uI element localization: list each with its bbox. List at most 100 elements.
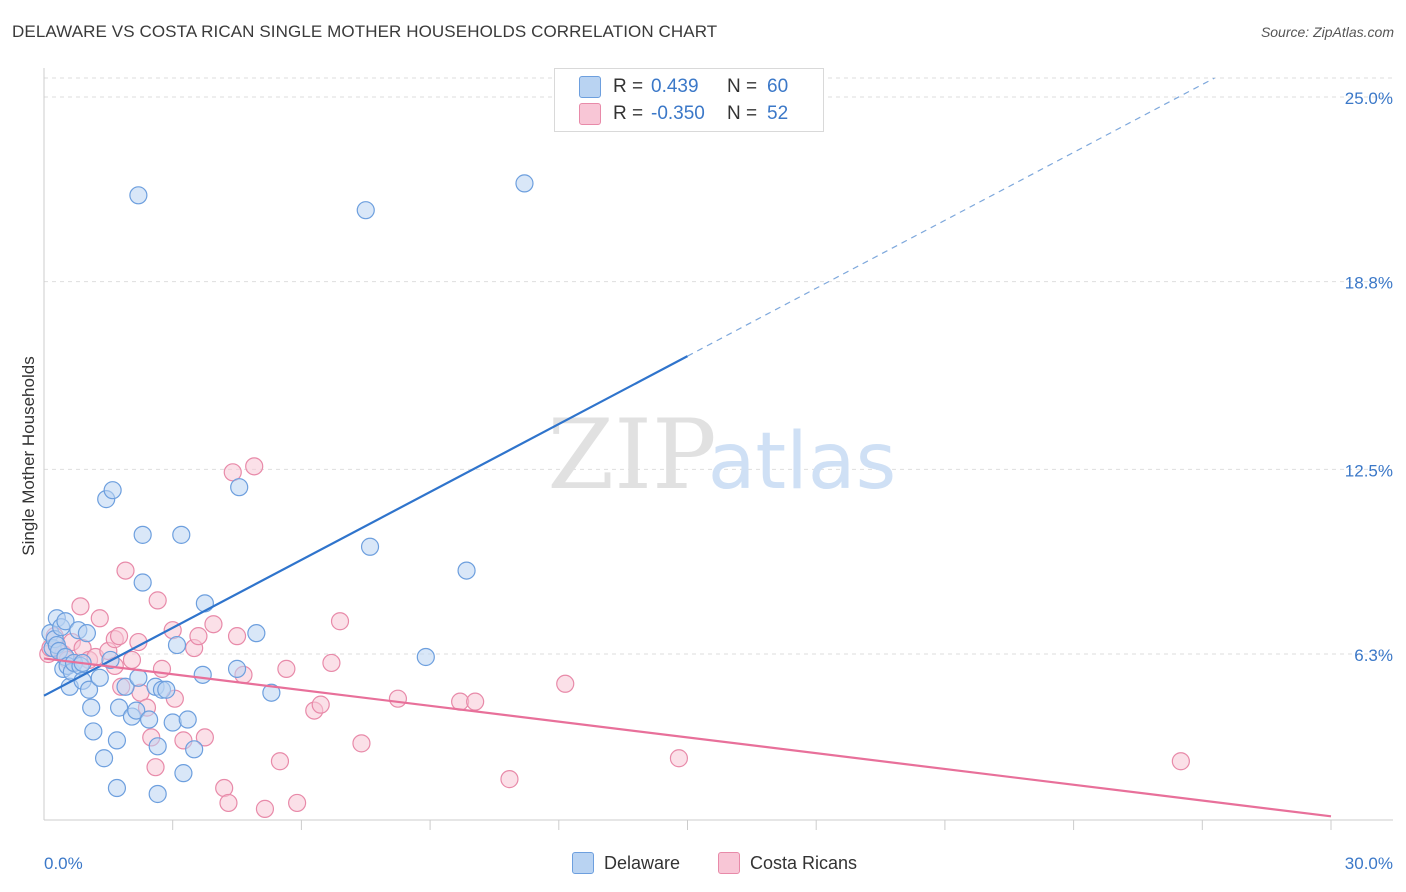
delaware-point bbox=[148, 784, 167, 804]
y-axis-label: Single Mother Households bbox=[19, 356, 38, 555]
delaware-point bbox=[157, 680, 176, 699]
y-tick-label: 18.8% bbox=[1345, 274, 1393, 293]
legend-row-costa: R = -0.350 N = 52 bbox=[579, 102, 788, 126]
costa-rican-point bbox=[227, 627, 247, 646]
delaware-point bbox=[107, 731, 127, 750]
legend-item-delaware[interactable]: Delaware bbox=[572, 852, 680, 874]
chart-title: DELAWARE VS COSTA RICAN SINGLE MOTHER HO… bbox=[12, 22, 718, 41]
x-tick-label-max: 30.0% bbox=[1345, 854, 1393, 873]
delaware-point bbox=[360, 537, 380, 556]
delaware-point bbox=[515, 174, 534, 193]
delaware-points bbox=[41, 174, 534, 804]
costa-rican-point bbox=[500, 770, 519, 789]
delaware-point bbox=[116, 677, 135, 696]
delaware-point bbox=[90, 668, 109, 687]
delaware-point bbox=[79, 680, 99, 699]
costa-rican-point bbox=[311, 695, 330, 714]
y-tick-label: 6.3% bbox=[1354, 646, 1393, 665]
delaware-point bbox=[457, 561, 476, 580]
costa-rican-point bbox=[466, 692, 485, 711]
legend-n-value-delaware: 60 bbox=[767, 76, 789, 97]
legend-n-label: N = bbox=[727, 103, 758, 124]
costa-rican-point bbox=[109, 627, 129, 646]
delaware-trend-extension bbox=[687, 77, 1215, 357]
delaware-point bbox=[185, 740, 204, 759]
legend-label-costa-ricans: Costa Ricans bbox=[750, 852, 858, 873]
legend-item-costa-ricans[interactable]: Costa Ricans bbox=[718, 852, 857, 874]
costa-rican-point bbox=[277, 659, 296, 678]
gridlines bbox=[44, 77, 1393, 655]
y-tick-label: 12.5% bbox=[1345, 461, 1393, 480]
delaware-point bbox=[107, 778, 127, 798]
delaware-point bbox=[172, 525, 191, 544]
costa-rican-point bbox=[146, 758, 165, 777]
delaware-point bbox=[247, 624, 266, 643]
delaware-point bbox=[167, 635, 187, 655]
delaware-point bbox=[416, 647, 435, 667]
delaware-point bbox=[262, 683, 281, 702]
delaware-point bbox=[193, 665, 212, 684]
delaware-point bbox=[148, 737, 167, 756]
costa-rican-point bbox=[195, 728, 214, 747]
delaware-point bbox=[163, 713, 182, 732]
costa-rican-point bbox=[1171, 752, 1190, 771]
costa-rican-point bbox=[288, 793, 307, 813]
delaware-point bbox=[82, 698, 101, 717]
costa-rican-point bbox=[122, 650, 142, 670]
correlation-legend: R = 0.439 N = 60 R = -0.350 N = 52 bbox=[554, 68, 824, 132]
delaware-point bbox=[195, 594, 214, 613]
costa-rican-point bbox=[152, 659, 172, 678]
costa-rican-point bbox=[90, 609, 109, 628]
delaware-point bbox=[174, 764, 193, 783]
legend-swatch-costa-ricans bbox=[718, 852, 740, 874]
costa-rican-trend-line bbox=[43, 657, 1332, 818]
costa-rican-point bbox=[330, 612, 350, 631]
delaware-point bbox=[129, 186, 148, 205]
delaware-point bbox=[178, 710, 197, 729]
costa-rican-point bbox=[556, 674, 575, 693]
costa-rican-point bbox=[669, 749, 689, 768]
costa-rican-point bbox=[148, 591, 167, 610]
delaware-point bbox=[109, 698, 129, 717]
costa-rican-point bbox=[255, 799, 275, 818]
series-legend: Delaware Costa Ricans bbox=[0, 852, 1406, 878]
delaware-point bbox=[84, 722, 103, 741]
y-tick-labels: 6.3% 12.5% 18.8% 25.0% bbox=[1345, 89, 1393, 665]
costa-rican-point bbox=[270, 752, 290, 771]
costa-rican-point bbox=[245, 457, 264, 476]
costa-rican-point bbox=[352, 734, 371, 753]
legend-swatch-delaware bbox=[572, 852, 594, 874]
legend-r-label: R = bbox=[613, 103, 644, 124]
delaware-point bbox=[94, 749, 114, 768]
costa-rican-point bbox=[116, 561, 135, 580]
trend-lines bbox=[43, 77, 1332, 818]
legend-n-label: N = bbox=[727, 76, 758, 97]
delaware-trend-line bbox=[43, 355, 689, 697]
delaware-point bbox=[133, 573, 152, 592]
watermark-atlas: atlas bbox=[708, 417, 897, 507]
y-tick-label: 25.0% bbox=[1345, 89, 1393, 108]
legend-r-label: R = bbox=[613, 76, 644, 97]
legend-swatch-costa bbox=[579, 103, 601, 125]
costa-rican-point bbox=[322, 653, 341, 673]
delaware-point bbox=[356, 201, 375, 220]
costa-rican-point bbox=[204, 615, 223, 634]
delaware-point bbox=[103, 481, 122, 500]
watermark-zip: ZIP bbox=[547, 399, 716, 511]
delaware-point bbox=[127, 701, 146, 720]
costa-rican-point bbox=[189, 627, 208, 646]
delaware-point bbox=[227, 659, 247, 678]
legend-label-delaware: Delaware bbox=[604, 852, 681, 873]
source-label: Source: ZipAtlas.com bbox=[1260, 24, 1394, 40]
legend-swatch-delaware bbox=[579, 76, 601, 98]
costa-rican-point bbox=[71, 597, 90, 616]
costa-rican-point bbox=[388, 689, 408, 708]
delaware-point bbox=[230, 478, 249, 497]
delaware-point bbox=[56, 612, 75, 631]
delaware-point bbox=[140, 710, 159, 729]
legend-row-delaware: R = 0.439 N = 60 bbox=[579, 75, 788, 99]
costa-rican-point bbox=[219, 793, 238, 813]
costa-rican-points bbox=[39, 457, 1190, 818]
legend-n-value-costa: 52 bbox=[767, 103, 789, 124]
